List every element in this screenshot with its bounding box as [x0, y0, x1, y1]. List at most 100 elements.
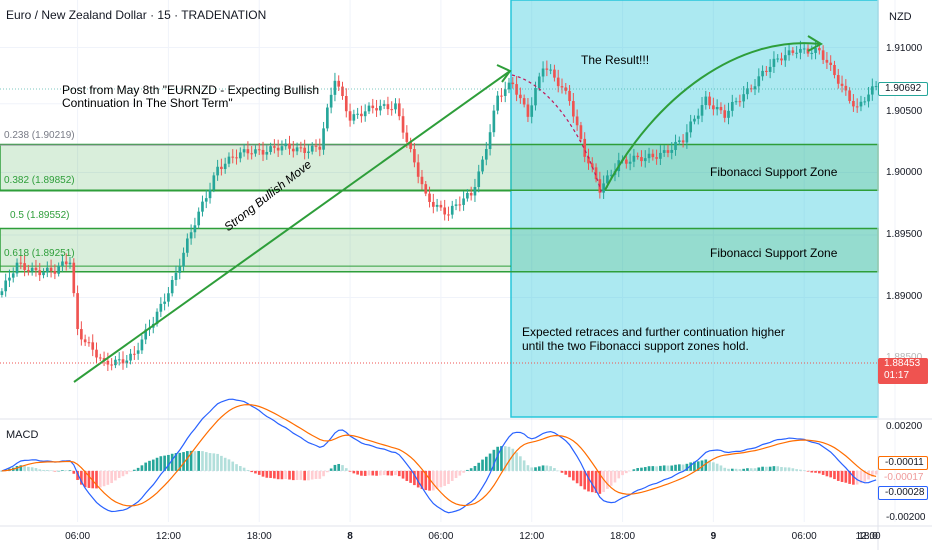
macd-histogram-bar — [98, 470, 102, 488]
candle-body — [204, 198, 208, 202]
candle-body — [337, 80, 341, 87]
candle-body — [727, 110, 730, 118]
macd-histogram-bar — [114, 470, 117, 481]
candle-body — [810, 52, 814, 54]
candle-body — [299, 147, 303, 149]
macd-histogram-bar — [473, 465, 477, 471]
candle-body — [284, 143, 288, 147]
macd-histogram-bar — [836, 470, 840, 481]
candle — [83, 334, 87, 347]
candle — [821, 45, 825, 65]
time-tick-label: 18:0 — [858, 531, 878, 542]
candle-body — [257, 149, 261, 151]
candle-body — [681, 140, 685, 143]
candle — [424, 180, 428, 197]
macd-label[interactable]: MACD — [6, 429, 39, 441]
candle — [757, 68, 761, 93]
candle — [371, 98, 375, 114]
candle-body — [295, 147, 299, 152]
candle-body — [783, 55, 787, 61]
candle — [269, 142, 272, 155]
candle-body — [174, 272, 178, 280]
macd-histogram-bar — [19, 465, 23, 471]
candle — [34, 259, 38, 277]
candle-body — [677, 140, 681, 142]
candle-body — [314, 145, 318, 147]
candle-body — [4, 280, 8, 292]
macd-histogram-bar — [447, 470, 450, 485]
candle-body — [507, 82, 511, 90]
candle-body — [420, 176, 424, 185]
candle — [356, 107, 359, 119]
candle-body — [91, 342, 95, 350]
candle — [704, 90, 708, 110]
candle-body — [250, 153, 253, 155]
candle-body — [382, 104, 386, 106]
macd-histogram-bar — [632, 469, 636, 471]
candle-body — [530, 105, 534, 117]
candle — [231, 149, 235, 164]
macd-histogram-bar — [201, 451, 204, 471]
candle-body — [537, 76, 541, 89]
candle — [291, 140, 295, 158]
candle-body — [560, 86, 564, 88]
macd-histogram-bar — [643, 467, 647, 471]
macd-histogram-bar — [314, 470, 318, 479]
candle-body — [696, 115, 700, 119]
macd-histogram-bar — [647, 466, 651, 471]
candle — [730, 94, 734, 117]
price-tick: 1.90500 — [886, 106, 923, 117]
bar-countdown: 01:17 — [884, 370, 910, 381]
macd-histogram-bar — [212, 453, 216, 471]
candle-body — [424, 184, 428, 194]
macd-histogram-bar — [821, 470, 825, 475]
candle-body — [333, 80, 337, 95]
last-price-tag: 1.90692 — [878, 82, 928, 96]
fib-label-0618: 0.618 (1.89251) — [4, 248, 75, 259]
candle — [227, 152, 231, 168]
candle-body — [867, 94, 870, 102]
candle-body — [802, 48, 806, 50]
currency-label[interactable]: NZD — [889, 11, 912, 23]
macd-histogram-bar — [621, 470, 624, 476]
zone-label-2: Fibonacci Support Zone — [710, 246, 838, 260]
candle-body — [375, 108, 378, 111]
candle — [715, 99, 719, 116]
price-tick: 1.91000 — [886, 43, 923, 54]
symbol-title[interactable]: Euro / New Zealand Dollar · 15 · TRADENA… — [6, 8, 267, 22]
candle-body — [700, 105, 704, 116]
candle — [303, 139, 306, 160]
trend-arrowhead — [496, 64, 512, 83]
candle-body — [167, 293, 170, 302]
candle-body — [636, 155, 640, 158]
candle — [254, 145, 257, 157]
macd-histogram-bar — [269, 470, 272, 478]
candle — [772, 51, 776, 73]
candle — [314, 139, 318, 152]
candle — [746, 81, 749, 100]
candle-body — [348, 111, 352, 121]
time-tick-label: 8 — [347, 531, 353, 542]
candle — [852, 94, 855, 112]
macd-histogram-bar — [144, 462, 148, 471]
time-tick-label: 06:00 — [791, 531, 817, 542]
candle-body — [734, 101, 738, 103]
macd-histogram-bar — [64, 470, 68, 471]
candle-body — [431, 201, 435, 207]
candle-body — [575, 116, 579, 126]
candle — [488, 124, 492, 156]
macd-histogram-bar — [670, 465, 674, 471]
macd-histogram-bar — [322, 470, 325, 477]
candle — [280, 140, 284, 156]
candle-body — [186, 238, 189, 253]
candle — [469, 186, 473, 201]
macd-histogram-bar — [163, 455, 166, 471]
candle — [337, 75, 341, 92]
candle — [655, 149, 658, 165]
candle — [500, 87, 503, 103]
candle — [689, 114, 692, 138]
macd-histogram-bar — [715, 463, 719, 471]
candle — [700, 97, 704, 123]
macd-histogram-bar — [568, 470, 571, 478]
